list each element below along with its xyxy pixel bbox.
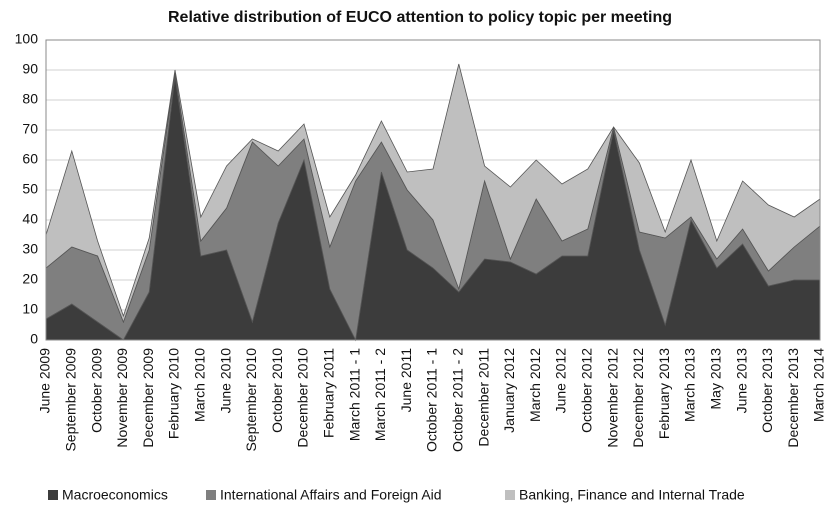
y-tick-label: 10 xyxy=(22,301,38,317)
x-tick-label: October 2012 xyxy=(579,348,595,433)
legend-label: Banking, Finance and Internal Trade xyxy=(519,487,745,503)
chart-title: Relative distribution of EUCO attention … xyxy=(168,9,672,26)
x-tick-label: March 2011 - 1 xyxy=(346,348,362,441)
y-tick-label: 90 xyxy=(22,61,38,77)
legend-label: Macroeconomics xyxy=(62,487,168,503)
legend-swatch xyxy=(505,490,515,500)
x-tick-label: October 2009 xyxy=(88,348,104,433)
x-tick-label: June 2011 xyxy=(398,348,414,413)
x-tick-label: December 2009 xyxy=(140,348,156,448)
x-tick-label: January 2012 xyxy=(501,348,517,433)
x-tick-label: December 2012 xyxy=(630,348,646,448)
y-tick-label: 80 xyxy=(22,91,38,107)
x-tick-label: June 2013 xyxy=(733,348,749,414)
x-tick-label: February 2010 xyxy=(166,348,182,439)
y-tick-label: 40 xyxy=(22,211,38,227)
x-tick-label: February 2013 xyxy=(656,348,672,439)
y-tick-label: 0 xyxy=(30,331,38,347)
x-tick-label: October 2013 xyxy=(759,348,775,433)
x-tick-label: September 2009 xyxy=(63,348,79,452)
x-tick-label: December 2011 xyxy=(475,348,491,447)
x-tick-label: September 2010 xyxy=(243,348,259,452)
x-tick-label: March 2011 - 2 xyxy=(372,348,388,441)
x-tick-label: June 2010 xyxy=(217,348,233,414)
x-tick-label: October 2010 xyxy=(269,348,285,433)
y-tick-label: 20 xyxy=(22,271,38,287)
x-tick-label: June 2009 xyxy=(37,348,53,414)
x-tick-label: March 2010 xyxy=(192,348,208,422)
y-tick-label: 50 xyxy=(22,181,38,197)
plot-border xyxy=(45,39,821,341)
x-tick-label: March 2013 xyxy=(682,348,698,422)
y-tick-label: 60 xyxy=(22,151,38,167)
x-tick-label: March 2012 xyxy=(527,348,543,422)
x-tick-label: May 2013 xyxy=(708,348,724,410)
x-tick-label: February 2011 xyxy=(321,348,337,438)
x-tick-label: December 2013 xyxy=(785,348,801,448)
x-tick-label: November 2012 xyxy=(604,348,620,448)
y-tick-label: 30 xyxy=(22,241,38,257)
x-tick-label: October 2011 - 2 xyxy=(450,348,466,452)
legend-label: International Affairs and Foreign Aid xyxy=(220,487,442,503)
y-tick-label: 100 xyxy=(15,31,39,47)
x-tick-label: November 2009 xyxy=(114,348,130,448)
y-tick-label: 70 xyxy=(22,121,38,137)
x-tick-label: October 2011 - 1 xyxy=(424,348,440,452)
x-tick-label: June 2012 xyxy=(553,348,569,414)
legend-swatch xyxy=(48,490,58,500)
x-tick-label: March 2014 xyxy=(811,348,827,422)
legend-swatch xyxy=(206,490,216,500)
x-tick-label: December 2010 xyxy=(295,348,311,448)
